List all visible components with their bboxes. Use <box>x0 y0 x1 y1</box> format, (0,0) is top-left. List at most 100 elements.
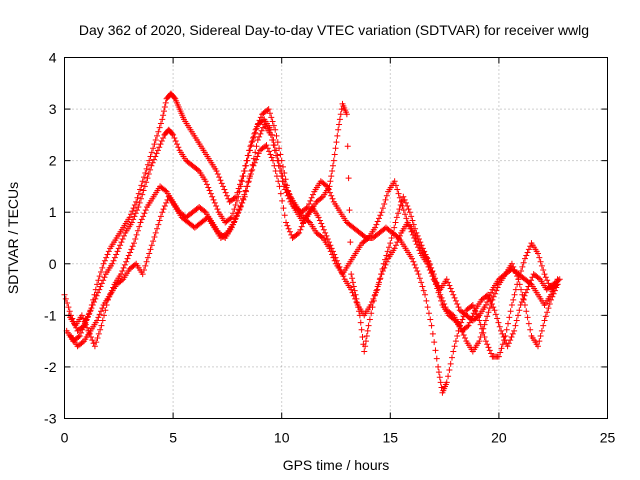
data-point <box>319 223 326 230</box>
data-point <box>551 287 558 294</box>
data-point <box>100 277 107 284</box>
data-point <box>121 261 128 268</box>
data-point <box>450 291 457 298</box>
data-point <box>272 167 279 174</box>
data-point <box>238 177 245 184</box>
data-point <box>524 249 531 256</box>
data-point <box>409 217 416 224</box>
y-tick-label: -1 <box>44 307 57 323</box>
x-tick-label: 25 <box>600 430 616 446</box>
data-point <box>152 137 159 144</box>
data-point <box>299 220 306 227</box>
data-point <box>410 258 417 265</box>
data-point <box>84 314 91 321</box>
data-point <box>220 183 227 190</box>
data-point <box>428 322 435 329</box>
data-point <box>437 379 444 386</box>
data-point <box>333 139 340 146</box>
data-point <box>326 239 333 246</box>
data-point <box>496 323 503 330</box>
data-point <box>143 258 150 265</box>
data-point <box>537 332 544 339</box>
data-point <box>327 242 334 249</box>
data-point <box>447 285 454 292</box>
data-point <box>269 137 276 144</box>
data-point <box>432 281 439 288</box>
data-point <box>459 316 466 323</box>
data-point <box>527 243 534 250</box>
data-point <box>145 171 152 178</box>
data-point <box>336 116 343 123</box>
data-point <box>323 232 330 239</box>
data-point <box>374 286 381 293</box>
data-point <box>339 270 346 277</box>
tick-layer: 0 5 10 15 20 25 -3 -2 -1 0 1 2 3 4 <box>44 50 615 446</box>
data-point <box>131 213 138 220</box>
data-point <box>233 213 240 220</box>
data-point <box>392 242 399 249</box>
data-point <box>97 326 104 333</box>
data-point <box>92 295 99 302</box>
data-point <box>491 290 498 297</box>
data-point <box>400 207 407 214</box>
data-point <box>75 334 82 341</box>
data-point <box>222 189 229 196</box>
data-point <box>281 212 288 219</box>
data-point <box>140 187 147 194</box>
data-point <box>194 166 201 173</box>
data-point <box>429 330 436 337</box>
data-point <box>294 230 301 237</box>
y-tick-label: -3 <box>44 411 57 427</box>
data-point <box>206 187 213 194</box>
data-point <box>260 117 267 124</box>
data-point <box>131 240 138 247</box>
data-point <box>284 192 291 199</box>
data-point <box>353 298 360 305</box>
data-point <box>318 233 325 240</box>
data-point <box>169 130 176 137</box>
data-point <box>137 195 144 202</box>
data-point <box>154 225 161 232</box>
data-point <box>367 302 374 309</box>
data-point <box>500 334 507 341</box>
data-point <box>455 304 462 311</box>
data-point <box>238 199 245 206</box>
data-point <box>80 315 87 322</box>
data-point <box>82 321 89 328</box>
data-point <box>524 286 531 293</box>
data-point <box>297 226 304 233</box>
data-point <box>163 199 170 206</box>
data-point <box>216 174 223 181</box>
data-point <box>164 196 171 203</box>
data-point <box>336 121 343 128</box>
data-point <box>162 99 169 106</box>
data-point <box>352 295 359 302</box>
data-point <box>357 319 364 326</box>
data-point <box>128 246 135 253</box>
data-point <box>446 367 453 374</box>
data-point <box>298 223 305 230</box>
data-point <box>388 235 395 241</box>
data-point <box>213 203 220 210</box>
data-point <box>138 216 145 223</box>
data-point <box>508 260 515 267</box>
data-point <box>414 268 421 275</box>
data-point <box>120 264 127 271</box>
data-point <box>464 323 471 330</box>
data-point <box>109 260 116 267</box>
y-tick-label: -2 <box>44 359 57 375</box>
data-point <box>236 188 243 195</box>
data-point <box>462 335 469 342</box>
data-point <box>389 229 396 236</box>
data-point <box>233 197 240 204</box>
x-tick-label: 10 <box>274 430 290 446</box>
data-point <box>385 244 392 251</box>
data-point <box>96 311 103 318</box>
data-point <box>235 193 242 200</box>
data-point <box>217 177 224 184</box>
data-point <box>283 189 290 196</box>
data-point <box>322 229 329 236</box>
data-point <box>515 276 522 283</box>
data-point <box>544 309 551 316</box>
data-point <box>329 167 336 174</box>
